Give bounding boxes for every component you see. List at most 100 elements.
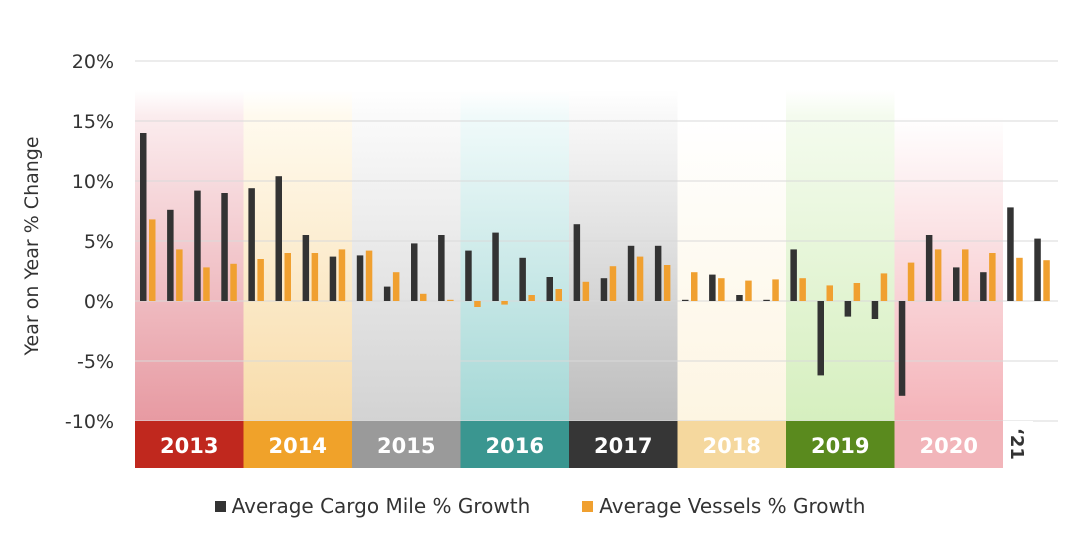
year-band-bg-6 bbox=[786, 90, 895, 421]
cargo-bar-12 bbox=[465, 250, 472, 301]
vessels-bar-1 bbox=[176, 249, 183, 301]
vessels-bar-14 bbox=[528, 295, 535, 301]
vessels-bar-11 bbox=[447, 299, 454, 301]
cargo-bar-29 bbox=[925, 235, 933, 301]
cargo-bar-5 bbox=[275, 176, 282, 301]
cargo-bar-7 bbox=[329, 256, 337, 301]
cargo-bar-30 bbox=[953, 267, 960, 301]
cargo-bar-18 bbox=[627, 245, 635, 301]
y-axis: 20% 15% 10% 5% 0% -5% -10% bbox=[65, 51, 114, 433]
year-band-box-1 bbox=[243, 421, 352, 468]
year-band-box-2 bbox=[352, 421, 461, 468]
y-tick-label: -10% bbox=[65, 411, 114, 433]
vessels-bar-28 bbox=[907, 262, 915, 301]
year-label-7: 2020 bbox=[920, 434, 978, 458]
vessels-bar-2 bbox=[203, 267, 210, 301]
vessels-bar-19 bbox=[663, 265, 671, 301]
cargo-bar-32 bbox=[1007, 207, 1014, 301]
cargo-bar-11 bbox=[438, 235, 445, 301]
legend: Average Cargo Mile % Growth Average Vess… bbox=[0, 494, 1080, 518]
vessels-bar-15 bbox=[555, 289, 562, 301]
y-tick-label: 0% bbox=[84, 291, 114, 313]
year-bands bbox=[135, 90, 1033, 421]
cargo-bar-14 bbox=[519, 257, 526, 301]
cargo-bar-2 bbox=[194, 190, 201, 301]
vessels-bar-22 bbox=[745, 280, 752, 301]
year-band-bg-1 bbox=[243, 90, 352, 421]
cargo-bar-15 bbox=[546, 277, 553, 301]
vessels-bar-30 bbox=[962, 249, 969, 301]
y-tick-label: 15% bbox=[72, 111, 114, 133]
cargo-bar-0 bbox=[140, 133, 147, 301]
year-label-0: 2013 bbox=[160, 434, 218, 458]
cargo-bar-8 bbox=[356, 255, 364, 301]
vessels-bar-23 bbox=[772, 279, 779, 301]
vessels-bar-32 bbox=[1016, 257, 1023, 301]
chart: 20%15%10%5%0%-5%-10% 2013 2014 2015 2016 201… bbox=[21, 51, 1058, 468]
cargo-bar-1 bbox=[167, 209, 174, 301]
year-band-bg-7 bbox=[894, 90, 1003, 421]
vessels-bar-24 bbox=[799, 278, 806, 301]
year-band-bg-5 bbox=[677, 90, 786, 421]
year-labels: 2013 2014 2015 2016 2017 2018 2019 2020 ‘21 bbox=[135, 421, 1033, 468]
cargo-bar-22 bbox=[736, 295, 743, 301]
vessels-bar-21 bbox=[718, 278, 725, 301]
cargo-bar-4 bbox=[248, 188, 255, 301]
vessels-bar-31 bbox=[989, 253, 996, 301]
legend-label-cargo: Average Cargo Mile % Growth bbox=[231, 494, 531, 518]
cargo-bar-24 bbox=[790, 249, 797, 301]
cargo-bar-33 bbox=[1034, 238, 1041, 301]
year-band-box-4 bbox=[569, 421, 678, 468]
cargo-bar-19 bbox=[654, 245, 662, 301]
vessels-bar-18 bbox=[636, 256, 644, 301]
cargo-bar-20 bbox=[682, 299, 689, 301]
year-label-5: 2018 bbox=[703, 434, 761, 458]
cargo-bar-6 bbox=[302, 235, 310, 301]
vessels-bar-0 bbox=[149, 219, 156, 301]
vessels-bar-5 bbox=[284, 253, 291, 301]
year-label-8: ‘21 bbox=[1006, 428, 1027, 460]
year-label-2: 2015 bbox=[377, 434, 435, 458]
vessels-bar-17 bbox=[609, 266, 617, 301]
year-band-box-8 bbox=[1003, 421, 1033, 468]
cargo-bar-28 bbox=[898, 301, 906, 396]
cargo-bar-26 bbox=[844, 301, 852, 317]
y-tick-label: 10% bbox=[72, 171, 114, 193]
vessels-bar-33 bbox=[1043, 260, 1050, 301]
cargo-bar-31 bbox=[980, 272, 987, 301]
cargo-bar-27 bbox=[871, 301, 879, 319]
vessels-bar-27 bbox=[880, 273, 888, 301]
y-tick-label: 20% bbox=[72, 51, 114, 73]
cargo-bar-13 bbox=[492, 232, 499, 301]
year-band-box-6 bbox=[786, 421, 895, 468]
year-band-box-3 bbox=[460, 421, 569, 468]
legend-item-cargo: Average Cargo Mile % Growth bbox=[214, 494, 531, 518]
vessels-bar-3 bbox=[230, 263, 237, 301]
year-label-3: 2016 bbox=[486, 434, 544, 458]
bars bbox=[140, 133, 1050, 396]
year-label-1: 2014 bbox=[269, 434, 327, 458]
legend-swatch-vessels bbox=[582, 500, 594, 512]
year-label-6: 2019 bbox=[811, 434, 869, 458]
y-tick-label: 5% bbox=[84, 231, 114, 253]
cargo-bar-17 bbox=[600, 278, 608, 301]
cargo-bar-21 bbox=[709, 274, 716, 301]
vessels-bar-4 bbox=[257, 259, 264, 301]
vessels-bar-20 bbox=[691, 272, 698, 301]
vessels-bar-8 bbox=[365, 250, 373, 301]
vessels-bar-9 bbox=[392, 272, 400, 301]
vessels-bar-26 bbox=[853, 283, 861, 301]
cargo-bar-16 bbox=[573, 224, 581, 301]
year-band-box-0 bbox=[135, 421, 244, 468]
year-band-box-7 bbox=[894, 421, 1003, 468]
cargo-bar-10 bbox=[411, 243, 418, 301]
vessels-bar-6 bbox=[311, 253, 319, 301]
cargo-bar-25 bbox=[817, 301, 824, 376]
y-axis-label: Year on Year % Change bbox=[21, 136, 43, 356]
vessels-bar-29 bbox=[934, 249, 942, 301]
vessels-bar-16 bbox=[582, 281, 590, 301]
year-band-box-5 bbox=[677, 421, 786, 468]
vessels-bar-7 bbox=[338, 249, 346, 301]
cargo-bar-9 bbox=[383, 286, 391, 301]
legend-swatch-cargo bbox=[214, 500, 226, 512]
